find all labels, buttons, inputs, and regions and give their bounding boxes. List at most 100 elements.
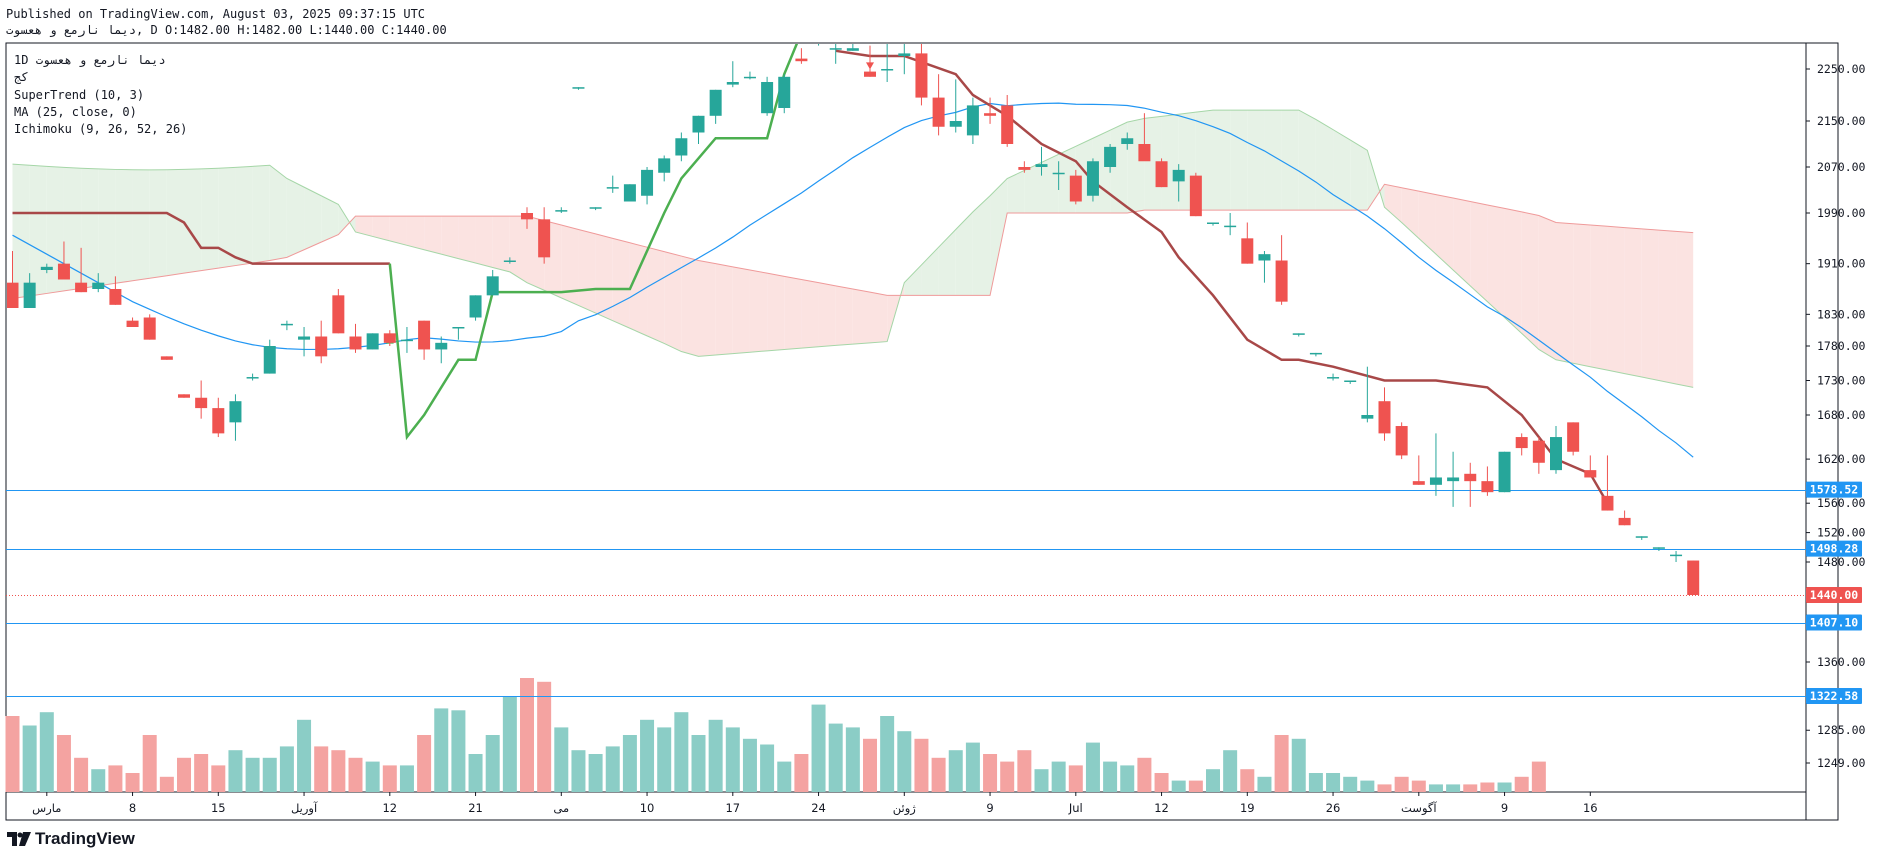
legend-ma[interactable]: MA (25, close, 0) <box>14 105 137 119</box>
candle-body[interactable] <box>349 336 362 350</box>
candle-body[interactable] <box>726 82 739 85</box>
candle-body[interactable] <box>418 320 431 350</box>
candle-body[interactable] <box>1224 225 1237 228</box>
candle-body[interactable] <box>1344 380 1357 383</box>
candle-body[interactable] <box>829 48 842 50</box>
candle-body[interactable] <box>675 138 688 156</box>
candle-body[interactable] <box>881 69 894 71</box>
candle-body[interactable] <box>160 356 173 360</box>
candle-body[interactable] <box>1035 164 1048 167</box>
candle-body[interactable] <box>195 397 208 409</box>
candle-body[interactable] <box>538 219 551 258</box>
candle-body[interactable] <box>1567 422 1580 452</box>
candle-body[interactable] <box>1687 560 1700 595</box>
candle-body[interactable] <box>743 76 756 79</box>
candle-body[interactable] <box>692 115 705 133</box>
candle-body[interactable] <box>400 339 413 342</box>
candle-body[interactable] <box>915 53 928 98</box>
candle-body[interactable] <box>1652 547 1665 549</box>
candle-body[interactable] <box>1515 437 1528 449</box>
candle-body[interactable] <box>1378 401 1391 434</box>
candle-body[interactable] <box>435 342 448 350</box>
legend-ichimoku[interactable]: Ichimoku (9, 26, 52, 26) <box>14 122 188 136</box>
candle-body[interactable] <box>1189 175 1202 217</box>
candle-body[interactable] <box>280 323 293 326</box>
candle-body[interactable] <box>932 97 945 127</box>
candle-body[interactable] <box>606 187 619 189</box>
supertrend-down-segment[interactable] <box>835 49 1609 504</box>
candle-body[interactable] <box>795 58 808 62</box>
candle-body[interactable] <box>1104 146 1117 167</box>
candle-body[interactable] <box>1292 333 1305 335</box>
candle-body[interactable] <box>1069 175 1082 202</box>
candle-body[interactable] <box>1670 554 1683 557</box>
candle-body[interactable] <box>263 346 276 374</box>
candle-body[interactable] <box>1447 477 1460 482</box>
candle-body[interactable] <box>1207 222 1219 225</box>
legend-supertrend[interactable]: SuperTrend (10, 3) <box>14 88 145 102</box>
candle-body[interactable] <box>1601 495 1614 511</box>
candle-body[interactable] <box>1635 536 1648 538</box>
candle-body[interactable] <box>1086 161 1099 196</box>
candle-body[interactable] <box>1481 481 1494 493</box>
price-label-box[interactable] <box>1806 587 1862 603</box>
candle-body[interactable] <box>1309 352 1322 355</box>
candle-body[interactable] <box>623 184 636 202</box>
candle-body[interactable] <box>7 282 19 308</box>
price-label-box[interactable] <box>1806 614 1862 631</box>
candle-body[interactable] <box>1395 426 1408 456</box>
candle-body[interactable] <box>383 333 396 343</box>
candle-body[interactable] <box>1532 440 1545 463</box>
candle-body[interactable] <box>864 71 876 77</box>
candle-body[interactable] <box>1584 470 1597 478</box>
candle-body[interactable] <box>1618 517 1631 526</box>
candle-body[interactable] <box>1258 254 1271 261</box>
candle-body[interactable] <box>709 89 722 116</box>
candle-body[interactable] <box>1412 481 1425 485</box>
candle-body[interactable] <box>1121 138 1134 144</box>
supertrend-down-segment[interactable] <box>12 211 390 265</box>
candle-body[interactable] <box>1155 161 1168 188</box>
candle-body[interactable] <box>984 113 997 116</box>
price-axis[interactable]: 2250.00 2150.00 2070.00 1990.00 1910.00 1830.… <box>1806 62 1866 770</box>
candle-body[interactable] <box>1327 377 1340 379</box>
candle-body[interactable] <box>1138 144 1151 162</box>
candle-body[interactable] <box>949 121 962 127</box>
price-label-box[interactable] <box>1806 481 1862 498</box>
candle-body[interactable] <box>555 210 568 212</box>
candle-body[interactable] <box>315 336 328 357</box>
candle-body[interactable] <box>486 276 499 296</box>
candle-body[interactable] <box>966 105 979 136</box>
candle-body[interactable] <box>109 289 122 305</box>
candle-body[interactable] <box>452 327 465 329</box>
candle-body[interactable] <box>57 263 70 280</box>
candle-body[interactable] <box>1001 105 1014 144</box>
candle-body[interactable] <box>641 169 654 196</box>
time-axis[interactable]: مارس 8 15 آوریل 12 21 می 10 17 24 ژوئن 9 Jul 12 19 26 آگ… <box>32 792 1598 816</box>
candle-body[interactable] <box>898 53 911 56</box>
candle-body[interactable] <box>1241 238 1254 264</box>
price-label-box[interactable] <box>1806 540 1862 557</box>
candle-body[interactable] <box>75 282 88 293</box>
candle-body[interactable] <box>23 282 36 308</box>
candle-body[interactable] <box>1429 477 1442 485</box>
candle-body[interactable] <box>332 295 345 334</box>
candle-body[interactable] <box>469 295 482 318</box>
candle-body[interactable] <box>1018 167 1031 170</box>
candle-body[interactable] <box>1464 473 1477 482</box>
candle-body[interactable] <box>658 158 671 173</box>
candle-body[interactable] <box>366 333 379 350</box>
candle-body[interactable] <box>572 87 585 89</box>
candle-body[interactable] <box>1275 260 1288 302</box>
candle-body[interactable] <box>212 408 225 434</box>
candle-body[interactable] <box>126 320 139 327</box>
candle-body[interactable] <box>1550 437 1562 471</box>
candle-body[interactable] <box>1361 415 1374 419</box>
candle-body[interactable] <box>761 82 774 114</box>
candle-body[interactable] <box>1052 172 1065 175</box>
tradingview-logo[interactable]: TradingView <box>7 829 135 849</box>
candle-body[interactable] <box>143 317 156 340</box>
candle-body[interactable] <box>503 260 516 263</box>
candle-body[interactable] <box>846 48 859 51</box>
